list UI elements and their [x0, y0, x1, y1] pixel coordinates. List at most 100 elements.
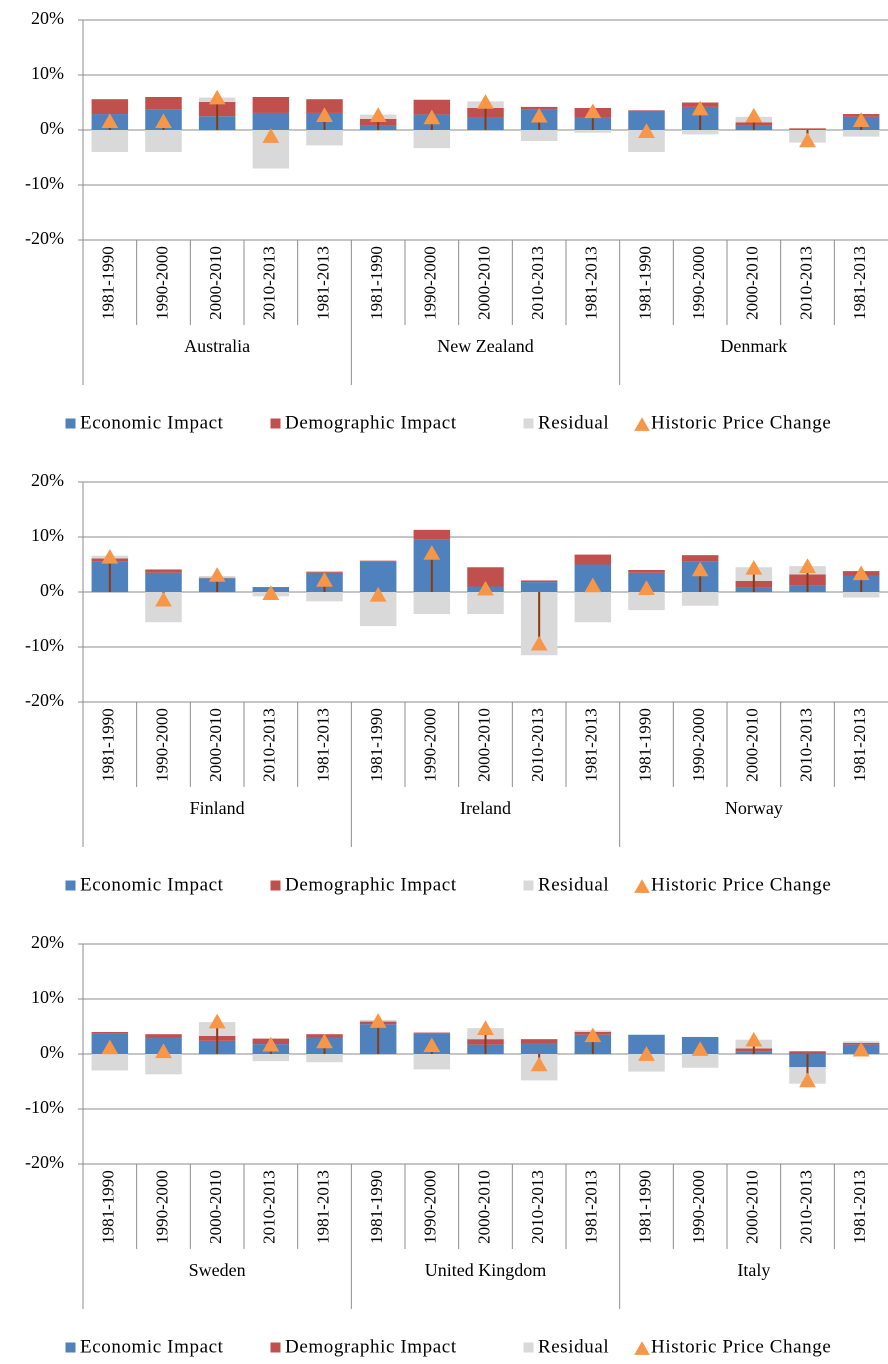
- bar-segment: [252, 1054, 290, 1062]
- x-tick-label: 1981-1990: [367, 246, 386, 320]
- bar-segment: [520, 1039, 558, 1044]
- x-tick-label: 1981-2013: [850, 246, 869, 320]
- group-label: Denmark: [720, 336, 787, 356]
- group-label: Ireland: [460, 798, 511, 818]
- x-tick-label: 1981-2013: [313, 246, 332, 320]
- marker: [852, 565, 870, 581]
- marker: [155, 1043, 172, 1059]
- marker: [530, 107, 548, 123]
- bar-segment: [520, 580, 558, 583]
- x-tick-label: 1981-1990: [635, 1170, 654, 1244]
- bar-segment: [628, 1034, 665, 1054]
- bar-segment: [359, 560, 397, 562]
- panel: -20% -10% 0% 10% 20% 1981-1990 1990-2000 2000-2…: [25, 8, 888, 433]
- bar-segment: [413, 529, 451, 540]
- x-tick-label: 1981-2013: [850, 1170, 869, 1244]
- bar-segment: [467, 567, 504, 587]
- legend-swatch: [64, 879, 77, 892]
- marker: [262, 1036, 280, 1052]
- bar-segment: [520, 1043, 558, 1054]
- legend-swatch: [634, 879, 650, 893]
- bar-segment: [842, 130, 880, 137]
- x-tick-label: 2000-2010: [474, 708, 493, 782]
- legend-swatch: [269, 1341, 282, 1354]
- bar-segment: [413, 1032, 451, 1034]
- marker: [316, 107, 333, 122]
- x-tick-label: 2010-2013: [260, 246, 279, 320]
- marker: [477, 580, 494, 596]
- legend-swatch: [269, 417, 282, 430]
- marker: [101, 1039, 119, 1055]
- marker: [691, 100, 709, 116]
- x-tick-label: 2000-2010: [743, 246, 762, 320]
- bar-segment: [467, 592, 504, 614]
- bar-segment: [574, 592, 612, 623]
- marker: [316, 572, 333, 587]
- marker: [799, 558, 816, 573]
- marker: [477, 1020, 494, 1035]
- bar-segment: [628, 110, 665, 130]
- marker: [584, 577, 602, 593]
- marker: [691, 1041, 709, 1056]
- bar-segment: [628, 130, 665, 152]
- group-label: Norway: [725, 798, 783, 818]
- legend-label: Demographic Impact: [285, 874, 457, 895]
- bar-segment: [145, 1054, 182, 1075]
- x-tick-label: 1981-1990: [367, 708, 386, 782]
- bar-segment: [789, 1051, 826, 1054]
- bar-segment: [681, 1054, 719, 1068]
- marker: [101, 113, 119, 129]
- marker: [423, 109, 441, 125]
- marker: [638, 1046, 655, 1061]
- bar-segment: [413, 99, 451, 115]
- x-tick-label: 2000-2010: [743, 708, 762, 782]
- bar-segment: [413, 1054, 451, 1070]
- x-tick-label: 2000-2010: [206, 246, 225, 320]
- legend-label: Residual: [538, 874, 609, 895]
- marker: [584, 103, 602, 119]
- x-tick-label: 1990-2000: [152, 246, 171, 320]
- bar-segment: [306, 592, 343, 602]
- marker: [369, 1013, 387, 1028]
- x-tick-label: 1981-2013: [582, 708, 601, 782]
- marker: [852, 1041, 870, 1057]
- y-tick-label: 20%: [31, 8, 64, 28]
- x-tick-label: 2010-2013: [528, 246, 547, 320]
- marker: [852, 112, 870, 127]
- legend-label: Demographic Impact: [285, 412, 457, 433]
- bar-segment: [628, 570, 665, 573]
- x-tick-label: 2000-2010: [206, 1170, 225, 1244]
- x-tick-label: 1981-2013: [850, 708, 869, 782]
- x-tick-label: 1981-1990: [99, 708, 118, 782]
- bar-segment: [628, 592, 665, 611]
- marker: [369, 586, 387, 602]
- y-tick-label: -10%: [25, 1097, 64, 1117]
- x-tick-label: 1990-2000: [421, 246, 440, 320]
- marker: [799, 1072, 816, 1088]
- x-tick-label: 2000-2010: [474, 1170, 493, 1244]
- y-tick-label: 0%: [40, 1042, 64, 1062]
- bar-segment: [413, 592, 451, 614]
- legend-label: Residual: [538, 1336, 609, 1357]
- marker: [584, 1027, 602, 1043]
- x-tick-label: 2000-2010: [743, 1170, 762, 1244]
- legend-swatch: [522, 1341, 535, 1354]
- x-tick-label: 1981-1990: [99, 246, 118, 320]
- group-label: United Kingdom: [425, 1260, 547, 1280]
- bar-segment: [842, 592, 880, 598]
- y-tick-label: -20%: [25, 228, 64, 248]
- legend-label: Economic Impact: [80, 1336, 224, 1357]
- marker: [638, 580, 655, 595]
- y-tick-label: -10%: [25, 173, 64, 193]
- legend-swatch: [522, 417, 535, 430]
- panel: -20% -10% 0% 10% 20% 1981-1990 1990-2000 2000-2…: [25, 470, 888, 895]
- marker: [530, 1056, 548, 1072]
- bar-segment: [145, 569, 182, 573]
- x-tick-label: 1981-1990: [635, 708, 654, 782]
- x-tick-label: 2010-2013: [528, 1170, 547, 1244]
- bar-segment: [306, 99, 343, 113]
- x-tick-label: 1990-2000: [152, 1170, 171, 1244]
- marker: [208, 1013, 226, 1029]
- legend-label: Historic Price Change: [651, 412, 831, 433]
